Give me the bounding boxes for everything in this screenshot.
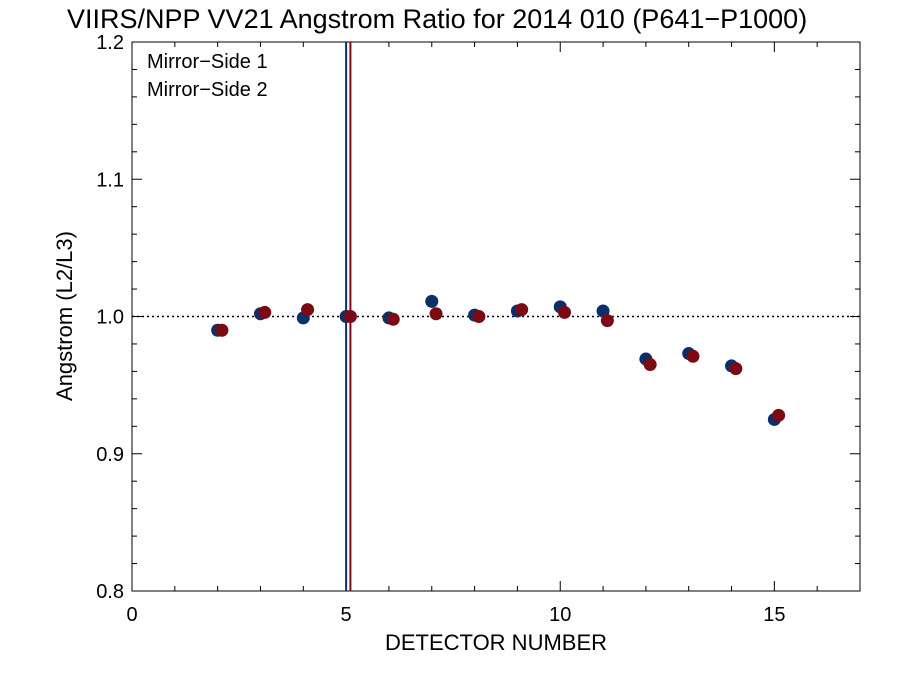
point-series-2 [472, 310, 486, 323]
x-axis-label: DETECTOR NUMBER [385, 630, 607, 655]
point-series-2 [729, 362, 743, 376]
x-tick-label: 0 [126, 604, 137, 626]
point-series-2 [643, 358, 657, 372]
point-series-2 [215, 323, 229, 337]
point-series-2 [301, 303, 315, 317]
point-series-1 [425, 294, 439, 308]
x-tick-labels: 0 5 10 15 [126, 604, 785, 626]
x-tick-label: 15 [763, 604, 785, 626]
point-series-2 [686, 349, 700, 363]
y-tick-label: 1.2 [96, 32, 124, 54]
plot-frame [131, 41, 861, 592]
y-tick-label: 1.0 [96, 307, 124, 329]
y-tick-label: 1.1 [96, 169, 124, 191]
point-series-2 [258, 305, 272, 319]
point-series-2 [429, 307, 443, 321]
chart-title: VIIRS/NPP VV21 Angstrom Ratio for 2014 0… [67, 4, 807, 34]
point-series-2 [558, 305, 572, 319]
axis-ticks [131, 41, 861, 592]
point-series-2 [772, 408, 786, 422]
y-axis-label: Angstrom (L2/L3) [52, 231, 77, 401]
point-series-2 [515, 303, 529, 317]
y-tick-label: 0.8 [96, 581, 124, 603]
y-tick-label: 0.9 [96, 444, 124, 466]
point-series-2 [386, 312, 400, 326]
legend: Mirror−Side 1 Mirror−Side 2 [147, 51, 268, 101]
point-series-2 [343, 310, 357, 323]
x-tick-label: 5 [341, 604, 352, 626]
legend-entry-mirror-side-1: Mirror−Side 1 [147, 51, 268, 73]
legend-entry-mirror-side-2: Mirror−Side 2 [147, 79, 268, 101]
data-points [211, 294, 786, 426]
x-tick-label: 10 [549, 604, 571, 626]
point-series-2 [600, 314, 614, 328]
y-tick-labels: 0.8 0.9 1.0 1.1 1.2 [96, 32, 124, 603]
